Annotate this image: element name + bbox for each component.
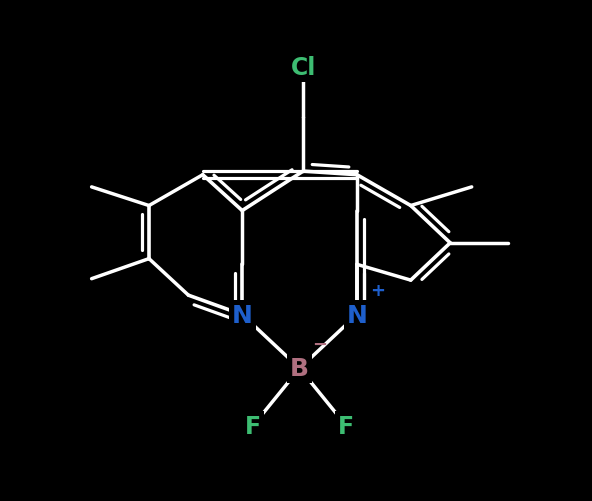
Text: F: F <box>338 414 354 438</box>
Text: B: B <box>290 357 309 381</box>
Text: Cl: Cl <box>291 56 316 80</box>
Text: +: + <box>370 281 385 299</box>
Text: F: F <box>245 414 261 438</box>
Text: −: − <box>313 335 327 353</box>
Text: N: N <box>346 303 368 327</box>
Text: N: N <box>232 303 253 327</box>
